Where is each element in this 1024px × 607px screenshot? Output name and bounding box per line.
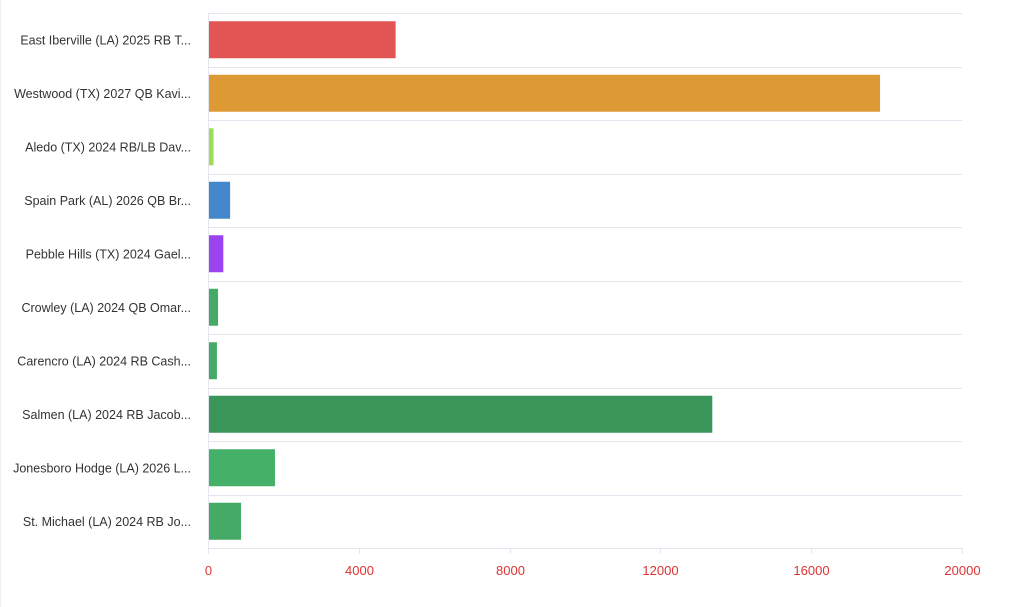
- bar[interactable]: [209, 449, 275, 487]
- category-label: St. Michael (LA) 2024 RB Jo...: [23, 515, 191, 529]
- category-label: Crowley (LA) 2024 QB Omar...: [21, 301, 191, 315]
- bar[interactable]: [209, 288, 219, 326]
- category-labels: East Iberville (LA) 2025 RB T... Westwood…: [13, 33, 191, 529]
- bars: [209, 21, 881, 540]
- gridlines: [208, 13, 962, 549]
- category-label: Spain Park (AL) 2026 QB Br...: [24, 194, 191, 208]
- x-tick-label: 8000: [496, 563, 525, 578]
- x-tick-label: 12000: [642, 563, 678, 578]
- category-label: Carencro (LA) 2024 RB Cash...: [17, 354, 191, 368]
- bar[interactable]: [209, 21, 396, 59]
- category-label: Westwood (TX) 2027 QB Kavi...: [14, 87, 191, 101]
- bar[interactable]: [209, 235, 224, 273]
- bar[interactable]: [209, 74, 881, 112]
- x-tick-label: 4000: [345, 563, 374, 578]
- x-tick-label: 20000: [944, 563, 980, 578]
- x-axis: 0 4000 8000 12000 16000 20000: [205, 548, 981, 578]
- x-tick-label: 0: [205, 563, 212, 578]
- bar[interactable]: [209, 395, 713, 433]
- category-label: Salmen (LA) 2024 RB Jacob...: [22, 408, 191, 422]
- bar[interactable]: [209, 181, 231, 219]
- category-label: East Iberville (LA) 2025 RB T...: [20, 33, 191, 47]
- category-label: Aledo (TX) 2024 RB/LB Dav...: [25, 140, 191, 154]
- bar[interactable]: [209, 342, 217, 380]
- bar[interactable]: [209, 128, 214, 166]
- bar[interactable]: [209, 502, 242, 540]
- category-label: Jonesboro Hodge (LA) 2026 L...: [13, 461, 191, 475]
- category-label: Pebble Hills (TX) 2024 Gael...: [26, 247, 191, 261]
- x-tick-label: 16000: [793, 563, 829, 578]
